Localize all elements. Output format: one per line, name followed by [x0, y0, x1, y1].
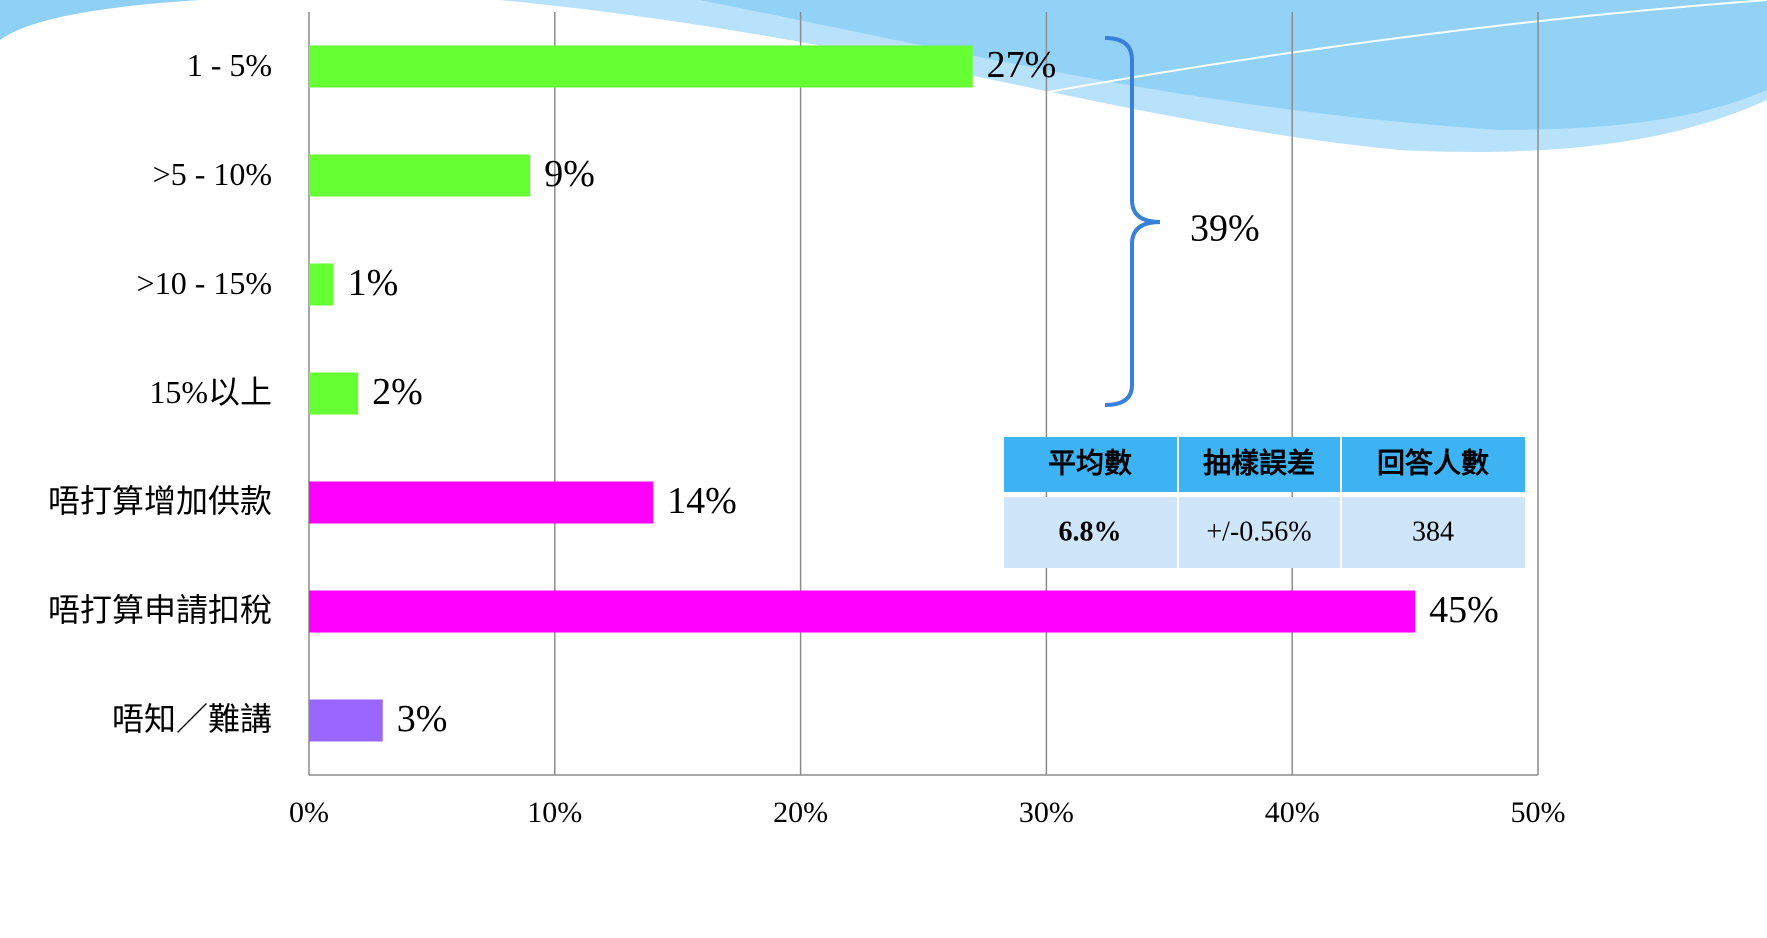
- x-tick-label: 10%: [527, 796, 582, 829]
- x-tick-label: 30%: [1019, 796, 1074, 829]
- value-label: 45%: [1429, 589, 1499, 631]
- y-tick-label: 15%以上: [149, 374, 272, 410]
- value-label: 1%: [348, 262, 399, 304]
- x-tick-label: 0%: [289, 796, 329, 829]
- bar: [309, 372, 359, 415]
- bar: [309, 45, 973, 88]
- bar: [309, 263, 334, 306]
- table-value: 6.8%: [1059, 516, 1122, 547]
- table-header-cell: [1342, 437, 1525, 492]
- table-header: 平均數: [1048, 447, 1132, 479]
- value-label: 9%: [544, 153, 595, 195]
- table-cell: [1179, 497, 1340, 568]
- y-tick-label: >5 - 10%: [153, 156, 272, 192]
- summary-table: 平均數 抽樣誤差 回答人數 6.8% +/-0.56% 384: [1004, 437, 1525, 568]
- x-tick-label: 50%: [1511, 796, 1566, 829]
- y-tick-label: >10 - 15%: [137, 265, 272, 301]
- x-tick-label: 40%: [1265, 796, 1320, 829]
- y-tick-label: 1 - 5%: [187, 47, 272, 83]
- table-header-cell: [1004, 437, 1177, 492]
- table-header-cell: [1179, 437, 1340, 492]
- y-tick-label: 唔知／難講: [112, 701, 272, 737]
- wave-line: [899, 0, 1767, 121]
- plot: 0% 10% 20% 30% 40% 50% 1 - 5% 27% >5 - 10% 9% >10 …: [48, 12, 1566, 829]
- bar: [309, 590, 1416, 633]
- wave: [700, 0, 1767, 130]
- value-label: 2%: [372, 371, 423, 413]
- y-tick-label: 唔打算申請扣稅: [48, 592, 272, 628]
- table-header: 回答人數: [1377, 446, 1489, 479]
- brace: [1104, 36, 1161, 407]
- y-tick-label: 唔打算增加供款: [48, 483, 272, 519]
- table-value: +/-0.56%: [1206, 516, 1311, 547]
- brace-label: 39%: [1190, 208, 1260, 250]
- bar: [309, 699, 383, 742]
- bar: [309, 481, 654, 524]
- value-label: 27%: [987, 44, 1057, 86]
- value-label: 3%: [397, 698, 448, 740]
- x-tick-label: 20%: [773, 796, 828, 829]
- wave: [0, 0, 200, 40]
- value-label: 14%: [667, 480, 737, 522]
- table-cell: [1342, 497, 1525, 568]
- table-value: 384: [1412, 516, 1454, 547]
- table-header: 抽樣誤差: [1203, 446, 1315, 479]
- table-cell: [1004, 497, 1177, 568]
- bar: [309, 154, 531, 197]
